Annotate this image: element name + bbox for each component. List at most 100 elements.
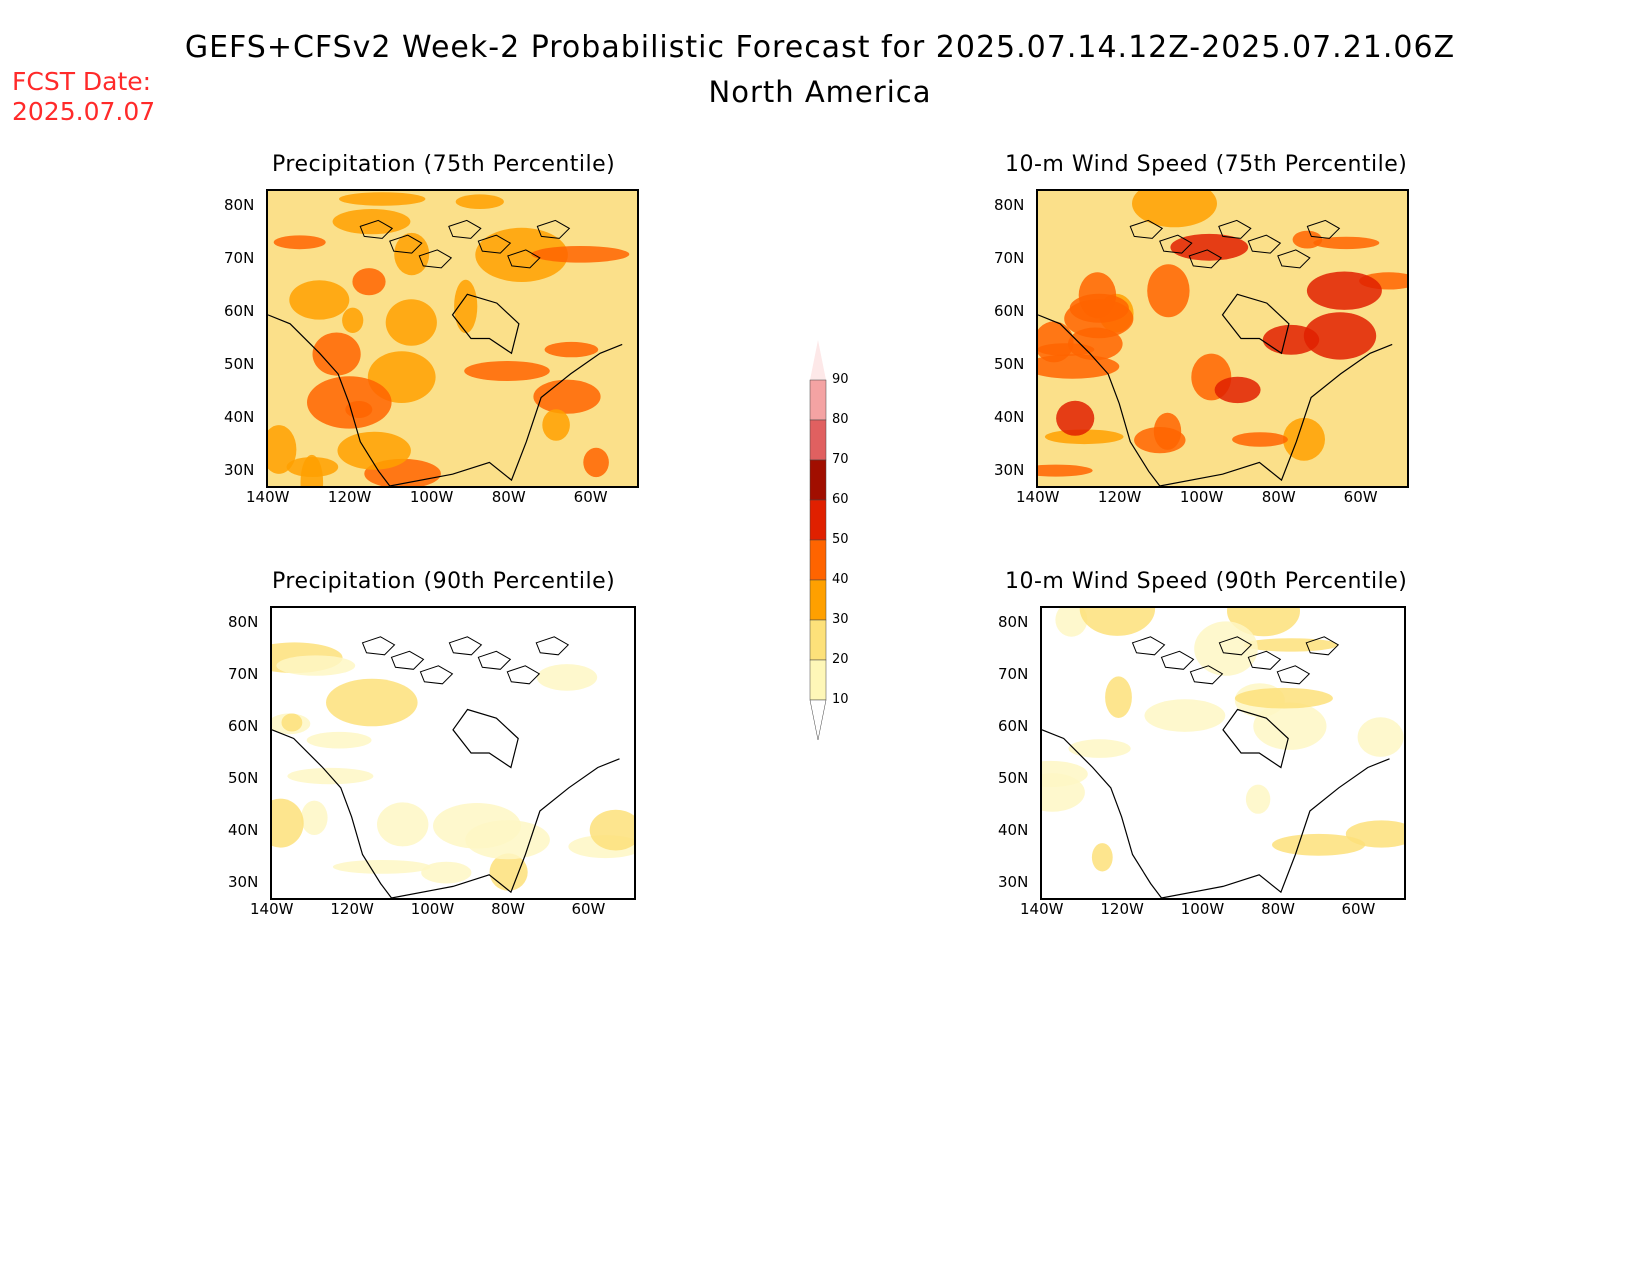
lon-tick-label: 80W bbox=[1261, 488, 1296, 506]
lat-tick-label: 70N bbox=[998, 665, 1029, 683]
probability-patch bbox=[1292, 230, 1323, 249]
probability-patch bbox=[454, 279, 478, 334]
map-precip75 bbox=[266, 189, 639, 488]
probability-patch bbox=[273, 235, 326, 250]
lat-tick-label: 80N bbox=[998, 613, 1029, 631]
probability-patch bbox=[1038, 354, 1120, 379]
probability-patch bbox=[455, 194, 504, 209]
probability-patch bbox=[332, 860, 431, 874]
sub-title: North America bbox=[708, 75, 932, 109]
colorbar bbox=[809, 340, 827, 740]
coastline bbox=[1042, 729, 1390, 898]
colorbar-top-arrow bbox=[810, 340, 826, 380]
map-precip90 bbox=[270, 606, 636, 900]
probability-patch bbox=[475, 227, 568, 282]
hudson-bay-outline bbox=[1222, 708, 1289, 769]
lon-tick-label: 60W bbox=[1341, 900, 1376, 918]
probability-patch bbox=[352, 268, 386, 296]
lat-tick-label: 30N bbox=[224, 461, 255, 479]
lon-tick-label: 100W bbox=[409, 488, 454, 506]
probability-patch bbox=[533, 379, 601, 414]
colorbar-label: 20 bbox=[832, 652, 849, 667]
fcst-date-value: 2025.07.07 bbox=[12, 97, 156, 126]
probability-patch bbox=[1069, 293, 1129, 323]
probability-patch bbox=[1232, 432, 1288, 447]
probability-patch bbox=[1147, 264, 1190, 318]
probability-patch bbox=[1194, 621, 1258, 676]
colorbar-label: 70 bbox=[832, 452, 849, 467]
lon-tick-label: 140W bbox=[246, 488, 290, 506]
colorbar-box bbox=[809, 379, 827, 421]
lon-tick-label: 80W bbox=[491, 900, 525, 918]
probability-patch bbox=[394, 232, 430, 276]
hudson-bay-outline bbox=[451, 293, 520, 355]
probability-patch bbox=[276, 655, 356, 676]
lat-tick-label: 80N bbox=[228, 613, 259, 631]
map-wind75 bbox=[1036, 189, 1409, 488]
lat-tick-label: 40N bbox=[998, 821, 1029, 839]
map-field bbox=[268, 191, 637, 486]
lat-tick-label: 60N bbox=[224, 302, 255, 320]
map-field bbox=[1038, 191, 1407, 486]
probability-patch bbox=[306, 731, 372, 749]
probability-patch bbox=[1068, 739, 1131, 758]
probability-patch bbox=[1272, 833, 1366, 856]
lat-tick-label: 50N bbox=[224, 355, 255, 373]
lon-tick-label: 80W bbox=[491, 488, 526, 506]
colorbar-box bbox=[809, 419, 827, 461]
probability-patch bbox=[1038, 464, 1093, 477]
probability-patch bbox=[289, 280, 350, 320]
probability-patch bbox=[489, 853, 528, 891]
probability-patch bbox=[465, 820, 550, 860]
probability-patch bbox=[1306, 271, 1382, 310]
probability-patch bbox=[342, 307, 364, 333]
colorbar-box bbox=[809, 459, 827, 501]
lon-tick-label: 100W bbox=[1180, 900, 1225, 918]
lon-tick-label: 60W bbox=[573, 488, 608, 506]
colorbar-label: 10 bbox=[832, 692, 849, 707]
probability-patch bbox=[542, 409, 570, 441]
probability-patch bbox=[385, 299, 437, 346]
colorbar-label: 60 bbox=[832, 492, 849, 507]
lat-tick-label: 40N bbox=[994, 408, 1025, 426]
arctic-islands-outline bbox=[361, 636, 570, 685]
probability-patch bbox=[1079, 608, 1156, 636]
probability-patch bbox=[1144, 699, 1226, 732]
hudson-bay-outline bbox=[452, 708, 519, 769]
lon-tick-label: 120W bbox=[330, 900, 374, 918]
probability-patch bbox=[339, 192, 426, 206]
lat-tick-label: 50N bbox=[994, 355, 1025, 373]
probability-patch bbox=[301, 800, 328, 835]
lon-tick-label: 80W bbox=[1261, 900, 1295, 918]
colorbar-bottom-arrow bbox=[809, 699, 827, 740]
probability-patch bbox=[464, 361, 550, 381]
colorbar-label: 90 bbox=[832, 372, 849, 387]
lat-tick-label: 40N bbox=[224, 408, 255, 426]
probability-patch bbox=[1243, 638, 1338, 652]
fcst-date-label: FCST Date: bbox=[12, 67, 152, 96]
probability-patch bbox=[583, 447, 609, 478]
probability-patch bbox=[1056, 400, 1095, 436]
probability-patch bbox=[281, 713, 303, 732]
colorbar-label: 80 bbox=[832, 412, 849, 427]
probability-patch bbox=[1313, 236, 1380, 250]
lat-tick-label: 70N bbox=[994, 249, 1025, 267]
probability-patch bbox=[300, 454, 324, 486]
probability-patch bbox=[1038, 321, 1074, 363]
probability-patch bbox=[1044, 429, 1124, 445]
lat-tick-label: 60N bbox=[228, 717, 259, 735]
lat-tick-label: 60N bbox=[998, 717, 1029, 735]
probability-patch bbox=[1283, 417, 1325, 461]
map-wind90 bbox=[1040, 606, 1406, 900]
panel-title-wind90: 10-m Wind Speed (90th Percentile) bbox=[1005, 569, 1408, 594]
lat-tick-label: 80N bbox=[994, 196, 1025, 214]
colorbar-box bbox=[809, 659, 827, 701]
lon-tick-label: 140W bbox=[1020, 900, 1064, 918]
lat-tick-label: 40N bbox=[228, 821, 259, 839]
lon-tick-label: 120W bbox=[1097, 488, 1142, 506]
arctic-islands-outline bbox=[1131, 636, 1340, 685]
colorbar-label: 30 bbox=[832, 612, 849, 627]
probability-patch bbox=[589, 809, 634, 851]
panel-title-precip75: Precipitation (75th Percentile) bbox=[272, 152, 616, 177]
lon-tick-label: 140W bbox=[1016, 488, 1060, 506]
